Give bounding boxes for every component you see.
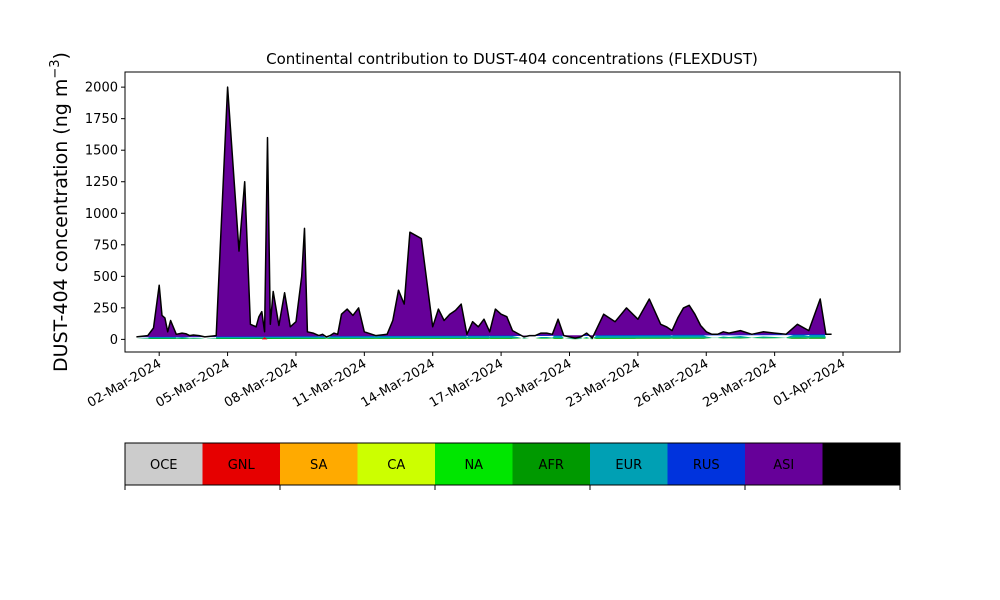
colorbar-label-gnl: GNL [228,458,256,473]
colorbar-label-na: NA [464,458,483,473]
asi-area [136,87,832,339]
x-tick-label: 01-Apr-2024 [771,356,848,409]
y-axis-label: DUST-404 concentration (ng m−3) [48,52,72,372]
colorbar-label-eur: EUR [615,458,642,473]
x-tick-label: 14-Mar-2024 [359,356,438,410]
x-axis: 02-Mar-202405-Mar-202408-Mar-202411-Mar-… [85,352,848,411]
y-tick-label: 1500 [85,144,118,159]
y-tick-label: 2000 [85,81,118,96]
colorbar-label-rus: RUS [693,458,720,473]
colorbar-label-ca: CA [387,458,405,473]
gnl-area [261,337,268,340]
colorbar-frame [124,442,901,486]
y-tick-label: 750 [93,238,118,253]
colorbar-label-sa: SA [310,458,327,473]
x-tick-label: 26-Mar-2024 [632,356,711,410]
plot-area [124,71,901,353]
colorbar-swatch-asi [745,443,823,485]
y-tick-label: 1000 [85,207,118,222]
x-tick-label: 11-Mar-2024 [290,356,369,410]
x-tick-label: 20-Mar-2024 [495,356,574,410]
y-axis-label-close: ) [50,52,72,59]
x-tick-label: 29-Mar-2024 [700,356,779,410]
region-colorbar: OCE GNL SA CA NA AFR EUR RUS ASI AUS [124,442,901,490]
axes-frame [124,71,901,353]
y-tick-label: 0 [110,333,118,348]
colorbar-label-oce: OCE [150,458,178,473]
colorbar-label-asi: ASI [773,458,794,473]
y-tick-label: 250 [93,301,118,316]
x-tick-label: 08-Mar-2024 [222,356,301,410]
y-tick-label: 500 [93,270,118,285]
colorbar-swatch-na [435,443,513,485]
chart-title: Continental contribution to DUST-404 con… [266,50,758,68]
colorbar-swatch-gnl [202,443,281,485]
colorbar-label-aus: AUS [848,458,875,473]
colorbar-swatch-sa [280,443,358,485]
colorbar-swatch-aus [822,443,901,485]
x-tick-label: 23-Mar-2024 [564,356,643,410]
colorbar-swatch-oce [125,443,203,485]
colorbar-swatch-ca [357,443,436,485]
x-tick-label: 05-Mar-2024 [153,356,232,410]
colorbar-swatch-afr [512,443,591,485]
y-axis: 0 250 500 750 1000 1250 1500 1750 2000 [85,81,125,348]
y-tick-label: 1250 [85,175,118,190]
y-axis-label-sup: −3 [48,59,63,78]
x-tick-label: 02-Mar-2024 [85,356,164,410]
colorbar-swatch-eur [590,443,668,485]
colorbar-swatch-rus [667,443,746,485]
y-axis-label-main: DUST-404 concentration (ng m [50,79,72,372]
y-tick-label: 1750 [85,112,118,127]
total-outline [136,86,832,339]
x-tick-label: 17-Mar-2024 [427,356,506,410]
colorbar-label-afr: AFR [539,458,564,473]
stacked-areas [136,86,832,340]
